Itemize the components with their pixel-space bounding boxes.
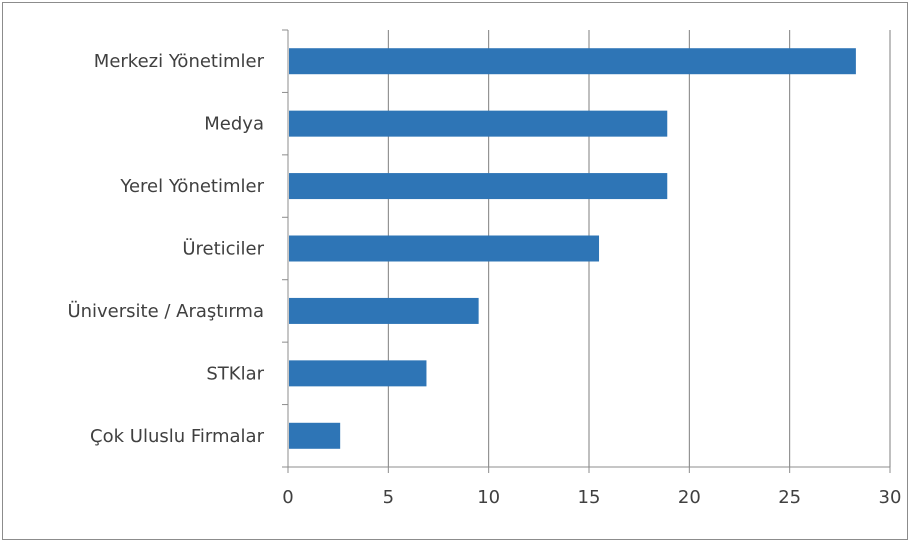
tick-labels: 0 5 10 15 20 25 30 [282,487,901,508]
category-labels: Merkezi Yönetimler Medya Yerel Yönetimler Ü… [67,51,264,447]
gridlines [387,30,891,467]
x-tick-label-15: 15 [578,487,601,508]
bar-5 [289,360,427,387]
category-label-3: Üreticiler [182,238,264,260]
category-label-1: Medya [204,114,264,135]
bar-2 [289,173,668,200]
x-tick-label-10: 10 [477,487,500,508]
x-tick-label-20: 20 [678,487,701,508]
category-label-2: Yerel Yönetimler [119,176,264,197]
x-tick-label-30: 30 [879,487,902,508]
bar-1 [289,110,668,137]
bar-3 [289,235,600,262]
bar-4 [289,297,479,324]
bars [289,48,856,449]
bar-0 [289,48,856,75]
x-tick-label-0: 0 [282,487,293,508]
category-label-0: Merkezi Yönetimler [94,51,265,72]
x-tick-label-5: 5 [383,487,394,508]
x-tick-label-25: 25 [778,487,801,508]
bar-6 [289,422,341,449]
category-label-5: STKlar [206,363,264,384]
category-label-6: Çok Uluslu Firmalar [90,426,265,447]
axes [282,29,891,473]
category-label-4: Üniversite / Araştırma [67,300,264,322]
